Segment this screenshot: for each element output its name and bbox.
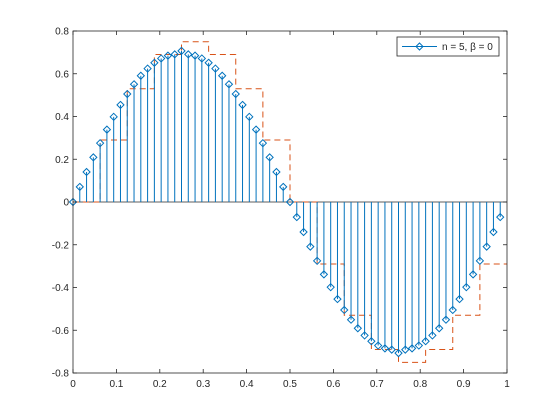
stem-marker xyxy=(326,282,335,292)
stem-marker xyxy=(299,227,308,237)
stem-marker xyxy=(373,341,383,350)
stem-marker xyxy=(204,58,213,67)
stem-marker xyxy=(224,80,234,89)
stem-marker xyxy=(184,50,193,59)
stem-marker xyxy=(482,242,491,251)
stem-marker xyxy=(190,51,200,60)
stem-marker xyxy=(401,345,410,354)
stem-marker xyxy=(245,112,254,122)
stem-series xyxy=(68,46,505,358)
stem-marker xyxy=(306,242,315,251)
stem-marker xyxy=(407,344,417,353)
stem-marker xyxy=(272,167,281,177)
stem-marker xyxy=(211,64,220,73)
stem-marker xyxy=(89,153,98,162)
y-tick-label: -0.2 xyxy=(52,240,70,251)
stem-marker xyxy=(217,71,227,80)
stem-marker xyxy=(197,54,207,63)
stem-marker xyxy=(156,54,166,63)
stem-marker xyxy=(82,167,91,177)
stem-marker xyxy=(251,125,261,134)
y-tick-label: 0.8 xyxy=(55,27,69,38)
x-tick-label: 0.3 xyxy=(196,379,210,390)
stem-marker xyxy=(279,182,288,192)
stem-marker xyxy=(496,212,505,222)
stem-marker xyxy=(414,341,424,350)
y-tick-label: -0.6 xyxy=(52,326,70,337)
stem-marker xyxy=(143,64,152,73)
stem-marker xyxy=(102,125,112,134)
legend: n = 5, β = 0 xyxy=(396,36,500,57)
stem-marker xyxy=(265,153,274,162)
stem-marker xyxy=(428,331,437,340)
stem-marker xyxy=(468,270,478,279)
stem-marker xyxy=(462,282,471,292)
stem-marker xyxy=(129,80,139,89)
y-tick-label: 0.6 xyxy=(55,69,69,80)
y-tick-label: -0.8 xyxy=(52,369,70,380)
stem-marker xyxy=(434,324,444,333)
y-tick-label: 0.2 xyxy=(55,155,69,166)
stem-marker xyxy=(285,197,295,207)
x-tick-label: 0.9 xyxy=(457,379,471,390)
x-tick-label: 0.4 xyxy=(240,379,254,390)
stem-marker xyxy=(394,348,403,358)
stem-marker xyxy=(360,331,369,340)
stem-marker xyxy=(163,51,173,60)
stem-marker xyxy=(292,212,301,222)
stem-marker xyxy=(346,315,356,324)
x-tick-label: 1 xyxy=(504,379,510,390)
stem-marker xyxy=(109,112,118,122)
legend-box xyxy=(396,36,500,57)
axes xyxy=(72,30,508,374)
stem-marker xyxy=(353,324,363,333)
stem-marker xyxy=(340,305,349,315)
stem-marker xyxy=(123,89,132,99)
stem-marker xyxy=(367,337,376,346)
stem-marker xyxy=(333,294,342,304)
stem-marker xyxy=(448,305,457,315)
stem-marker xyxy=(387,345,396,354)
stem-marker xyxy=(489,227,498,237)
stem-marker xyxy=(475,256,485,266)
y-tick-label: -0.4 xyxy=(52,283,70,294)
legend-diamond-marker xyxy=(415,42,424,51)
x-tick-label: 0.7 xyxy=(370,379,384,390)
tick-labels: 0 0.1 0.2 0.3 0.4 0.5 0.6 0.7 0.8 0.9 1 0.8 0.6 0.4 0.… xyxy=(52,27,510,391)
stem-marker xyxy=(421,337,430,346)
stem-marker xyxy=(95,138,105,148)
stem-marker xyxy=(238,100,247,110)
stem-marker xyxy=(231,89,240,99)
x-tick-label: 0.1 xyxy=(109,379,123,390)
stem-marker xyxy=(116,100,125,110)
y-tick-label: 0 xyxy=(63,198,69,209)
x-tick-label: 0.5 xyxy=(283,379,297,390)
stem-marker xyxy=(136,71,146,80)
stem-marker xyxy=(441,315,451,324)
stem-marker xyxy=(380,344,390,353)
stem-marker xyxy=(319,270,329,279)
x-tick-label: 0.6 xyxy=(326,379,340,390)
stem-marker xyxy=(170,50,179,59)
y-tick-label: 0.4 xyxy=(55,112,69,123)
stem-marker xyxy=(177,46,186,56)
x-tick-label: 0 xyxy=(70,379,76,390)
stem-marker xyxy=(455,294,464,304)
x-tick-label: 0.8 xyxy=(413,379,427,390)
legend-label: n = 5, β = 0 xyxy=(442,42,493,53)
stem-marker xyxy=(150,58,159,67)
stem-marker xyxy=(312,256,322,266)
stem-marker xyxy=(75,182,84,192)
x-tick-label: 0.2 xyxy=(153,379,167,390)
stem-marker xyxy=(258,138,268,148)
